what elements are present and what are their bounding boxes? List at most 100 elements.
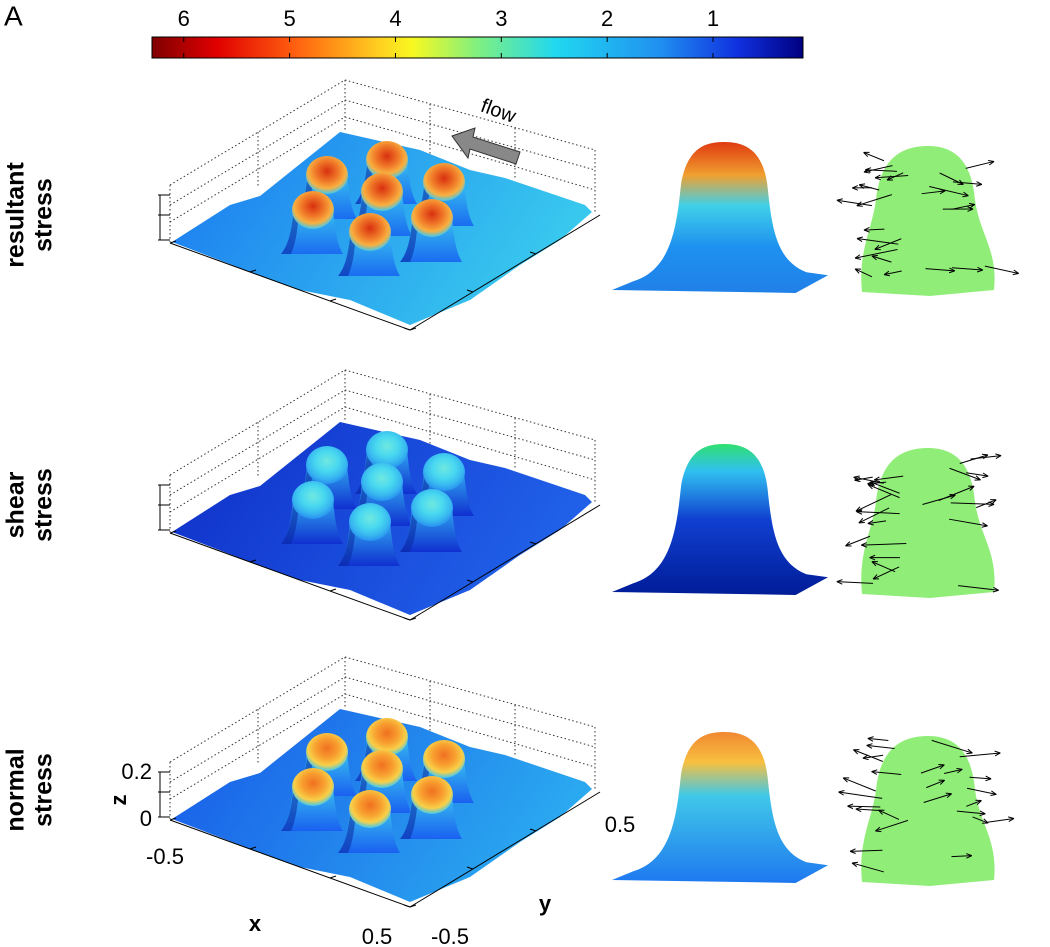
arrow-head: [968, 485, 975, 491]
vector-arrow: [966, 472, 989, 477]
axis-tick: [403, 617, 411, 621]
colorbar-tick-label: 2: [601, 6, 613, 31]
arrow-head: [861, 542, 868, 548]
axis-tick-label: -0.5: [431, 924, 469, 947]
vector-arrow: [949, 467, 981, 481]
axis-tick: [169, 240, 177, 244]
vector-arrow: [855, 808, 880, 811]
arrow-head: [863, 227, 870, 233]
bump-cap: [292, 768, 334, 806]
grid-line: [344, 693, 596, 768]
vector-arrow: [871, 255, 892, 263]
flow-label: flow: [478, 95, 519, 128]
vector-arrow: [976, 499, 997, 509]
arrow-head: [854, 268, 862, 274]
bump-cap: [349, 790, 391, 828]
vector-arrow: [845, 535, 871, 547]
bump-cap: [361, 750, 403, 788]
axis-tick: [403, 904, 411, 908]
row-label: resultant: [2, 162, 30, 268]
colorbar-tick-label: 4: [389, 6, 401, 31]
vector-arrow: [883, 270, 902, 276]
arrow-head: [871, 769, 878, 775]
bump-shadow: [338, 237, 356, 276]
axis-tick: [249, 846, 257, 850]
vector-arrow: [850, 849, 883, 852]
axis-label: z: [106, 795, 131, 806]
vector-arrow: [920, 764, 945, 774]
colorbar: [151, 36, 804, 59]
axis-tick: [329, 875, 337, 879]
bump-cap: [423, 740, 465, 778]
vector-arrow: [878, 809, 900, 820]
vector-arrow: [858, 507, 890, 524]
vector-arrow: [951, 267, 983, 271]
vector-arrow: [872, 566, 900, 580]
arrow-head: [979, 810, 986, 817]
arrow-head: [974, 475, 981, 481]
vector-arrow: [867, 520, 887, 524]
arrow-head: [871, 254, 878, 261]
arrow-head: [968, 202, 976, 209]
arrow-head: [976, 266, 984, 273]
axis-tick: [169, 817, 177, 821]
stress-bell: [612, 444, 828, 595]
vector-arrow: [838, 791, 883, 799]
vector-arrow: [856, 238, 899, 245]
arrow-head: [866, 743, 873, 749]
axis-label: x: [249, 911, 262, 936]
row-label: stress: [30, 178, 58, 252]
arrow-head: [847, 803, 854, 810]
arrow-head: [938, 779, 945, 785]
bump-cap: [366, 431, 408, 469]
arrow-head: [862, 754, 869, 761]
vector-arrow: [923, 793, 952, 803]
surface-panel: [158, 656, 601, 908]
arrow-head: [938, 764, 945, 770]
vector-arrow: [972, 816, 989, 824]
arrow-head: [874, 244, 881, 251]
axis-tick: [466, 579, 474, 583]
arrow-head: [853, 475, 860, 481]
arrow-head: [856, 509, 863, 515]
grid-line: [344, 389, 596, 461]
vector-arrow: [836, 581, 874, 584]
vector-bell: [861, 448, 995, 598]
arrow-head: [874, 174, 881, 181]
arrow-head: [976, 181, 983, 187]
arrow-head: [871, 561, 878, 567]
vector-arrow: [931, 739, 973, 754]
bump-shadow: [281, 792, 299, 831]
axis-tick: [329, 298, 337, 302]
arrow-head: [962, 191, 969, 198]
vector-arrow: [959, 752, 1001, 758]
surface-panel: [158, 369, 601, 621]
arrow-head: [842, 777, 850, 783]
flow-arrow: [451, 127, 521, 165]
arrow-head: [995, 453, 1002, 459]
vector-arrow: [854, 268, 873, 278]
vector-arrow: [843, 777, 876, 792]
row-label: stress: [30, 468, 58, 542]
vector-arrow: [926, 779, 945, 789]
axis-tick: [409, 617, 417, 621]
vector-arrow: [966, 800, 982, 807]
axis-tick: [409, 904, 417, 908]
arrow-head: [982, 472, 989, 479]
vector-arrow: [854, 249, 898, 259]
arrow-head: [945, 792, 952, 798]
arrow-head: [836, 198, 843, 204]
bump-cap: [306, 446, 348, 484]
axis-tick-label: 0.5: [605, 812, 636, 837]
bump-cap: [366, 141, 408, 179]
colorbar-tick-label: 6: [178, 6, 190, 31]
vector-arrow: [959, 454, 989, 464]
arrow-head: [966, 748, 973, 755]
vector-arrow: [956, 810, 986, 815]
arrow-head: [1012, 269, 1019, 276]
axis-tick-label: 0.5: [362, 924, 393, 947]
vector-arrow: [847, 805, 881, 808]
bump-shadow: [338, 527, 356, 566]
arrow-head: [873, 476, 881, 483]
arrow-head: [990, 499, 997, 505]
